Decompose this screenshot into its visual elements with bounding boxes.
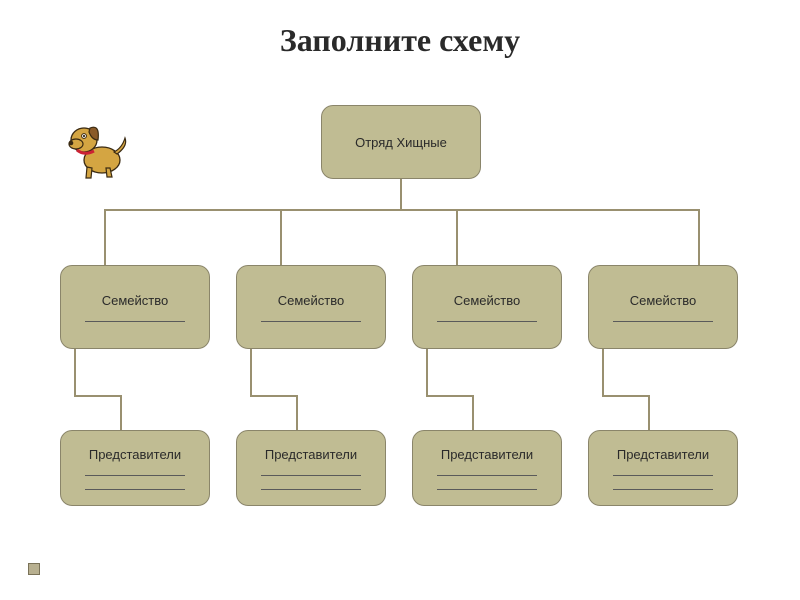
connector xyxy=(74,395,122,397)
connector xyxy=(120,395,122,430)
connector xyxy=(602,395,650,397)
family-node: Семейство xyxy=(60,265,210,349)
connector xyxy=(280,209,282,265)
family-node: Семейство xyxy=(236,265,386,349)
connector xyxy=(296,395,298,430)
slide-bullet xyxy=(28,563,40,575)
connector xyxy=(104,209,700,211)
rep-node: Представители xyxy=(412,430,562,506)
page-title: Заполните схему xyxy=(0,0,800,59)
rep-label: Представители xyxy=(441,447,533,462)
connector xyxy=(602,349,604,395)
blank-line xyxy=(261,478,361,490)
root-node: Отряд Хищные xyxy=(321,105,481,179)
family-node: Семейство xyxy=(588,265,738,349)
connector xyxy=(456,209,458,265)
blank-line xyxy=(85,310,185,322)
family-label: Семейство xyxy=(102,293,169,308)
connector xyxy=(400,179,402,209)
rep-label: Представители xyxy=(89,447,181,462)
family-label: Семейство xyxy=(630,293,697,308)
rep-label: Представители xyxy=(265,447,357,462)
blank-line xyxy=(613,464,713,476)
blank-line xyxy=(85,464,185,476)
connector xyxy=(426,349,428,395)
connector xyxy=(74,349,76,395)
connector xyxy=(250,349,252,395)
blank-line xyxy=(437,310,537,322)
connector xyxy=(104,209,106,265)
blank-line xyxy=(613,310,713,322)
family-label: Семейство xyxy=(454,293,521,308)
blank-line xyxy=(261,310,361,322)
connector xyxy=(472,395,474,430)
root-label: Отряд Хищные xyxy=(355,135,447,150)
rep-label: Представители xyxy=(617,447,709,462)
connector xyxy=(250,395,298,397)
blank-line xyxy=(261,464,361,476)
rep-node: Представители xyxy=(588,430,738,506)
connector xyxy=(426,395,474,397)
hierarchy-diagram: Отряд Хищные Семейство Семейство Семейст… xyxy=(60,105,740,525)
family-label: Семейство xyxy=(278,293,345,308)
rep-node: Представители xyxy=(60,430,210,506)
dog-mascot-icon xyxy=(62,110,132,180)
blank-line xyxy=(437,464,537,476)
blank-line xyxy=(437,478,537,490)
connector xyxy=(648,395,650,430)
blank-line xyxy=(613,478,713,490)
family-node: Семейство xyxy=(412,265,562,349)
rep-node: Представители xyxy=(236,430,386,506)
blank-line xyxy=(85,478,185,490)
connector xyxy=(698,209,700,265)
